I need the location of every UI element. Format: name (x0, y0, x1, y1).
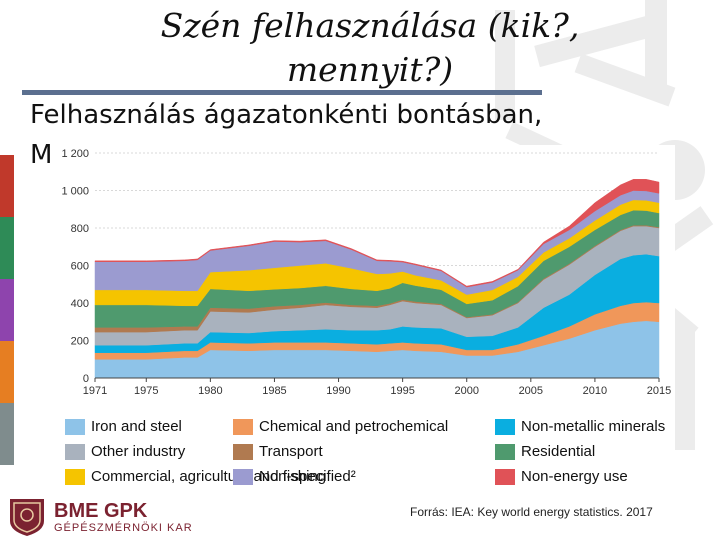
x-tick-label: 2010 (583, 385, 607, 397)
stripe-purple (0, 279, 14, 341)
legend-swatch (65, 444, 85, 460)
legend-item: Chemical and petrochemical (233, 418, 448, 435)
legend-swatch (233, 444, 253, 460)
x-tick-label: 2000 (454, 385, 478, 397)
slide-title: Szén felhasználása (kik?, mennyit?) (110, 4, 630, 92)
legend-label: Transport (259, 443, 323, 460)
legend-item: Other industry (65, 443, 185, 460)
x-tick-label: 1985 (262, 385, 286, 397)
x-tick-label: 1971 (83, 385, 107, 397)
y-tick-label: 1 200 (61, 148, 89, 160)
y-tick-label: 800 (71, 223, 89, 235)
x-tick-label: 1980 (198, 385, 222, 397)
legend-swatch (495, 469, 515, 485)
x-tick-label: 1990 (326, 385, 350, 397)
y-tick-label: 600 (71, 261, 89, 273)
y-tick-label: 1 000 (61, 186, 89, 198)
slide-subtitle: Felhasználás ágazatonkénti bontásban, (30, 100, 542, 130)
legend-label: Chemical and petrochemical (259, 418, 448, 435)
legend-item: Transport (233, 443, 323, 460)
legend-swatch (495, 419, 515, 435)
legend-swatch (495, 444, 515, 460)
university-seal-icon (6, 497, 48, 537)
stripe-gray (0, 403, 14, 465)
legend-swatch (65, 419, 85, 435)
legend-item: Non-specified² (233, 468, 356, 485)
legend-swatch (233, 419, 253, 435)
stripe-red (0, 155, 14, 217)
source-citation: Forrás: IEA: Key world energy statistics… (410, 505, 653, 519)
logo-main-text: BME GPK (54, 500, 193, 522)
legend-item: Residential (495, 443, 595, 460)
x-tick-label: 1995 (390, 385, 414, 397)
legend-item: Non-energy use (495, 468, 628, 485)
legend-label: Non-specified² (259, 468, 356, 485)
title-underline-rule (22, 90, 542, 95)
legend-swatch (233, 469, 253, 485)
legend-label: Non-metallic minerals (521, 418, 665, 435)
stripe-green (0, 217, 14, 279)
chart-legend: Iron and steel Other industry Commercial, … (65, 412, 685, 494)
legend-label: Other industry (91, 443, 185, 460)
legend-item: Iron and steel (65, 418, 182, 435)
y-tick-label: 400 (71, 298, 89, 310)
left-color-stripes (0, 155, 14, 465)
logo-sub-text: GÉPÉSZMÉRNÖKI KAR (54, 522, 193, 534)
x-tick-label: 2005 (519, 385, 543, 397)
stripe-orange (0, 341, 14, 403)
slide-subtitle-continuation: M (30, 140, 52, 170)
legend-label: Residential (521, 443, 595, 460)
x-tick-label: 1975 (134, 385, 158, 397)
legend-label: Iron and steel (91, 418, 182, 435)
x-tick-label: 2015 (647, 385, 671, 397)
y-tick-label: 0 (83, 373, 89, 385)
legend-item: Non-metallic minerals (495, 418, 665, 435)
bme-gpk-logo: BME GPK GÉPÉSZMÉRNÖKI KAR (6, 497, 193, 537)
y-tick-label: 200 (71, 336, 89, 348)
legend-label: Non-energy use (521, 468, 628, 485)
coal-consumption-stacked-area-chart: 0 200 400 600 800 1 000 1 200 1971 1975 1980 1985… (55, 145, 675, 407)
legend-swatch (65, 469, 85, 485)
